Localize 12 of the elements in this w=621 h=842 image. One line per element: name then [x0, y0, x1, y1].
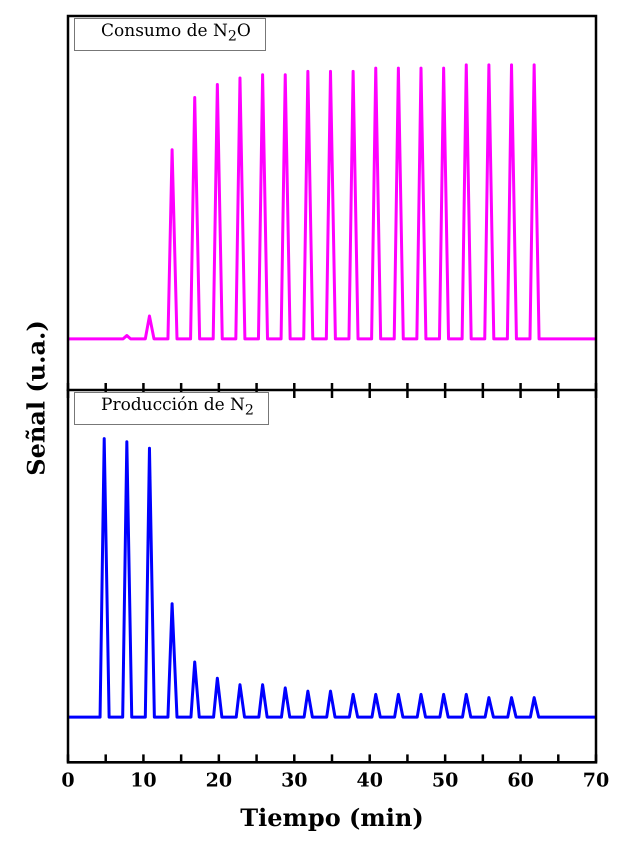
- x-tick-label: 0: [61, 770, 75, 792]
- x-tick-label: 20: [206, 770, 232, 792]
- x-tick-label: 70: [582, 770, 610, 792]
- x-axis-title: Tiempo (min): [240, 802, 424, 832]
- x-tick-label: 30: [281, 770, 308, 792]
- x-tick-label: 60: [507, 770, 534, 792]
- chart-title: Producción de N$_{2}$: [74, 392, 269, 426]
- x-tick-label: 50: [432, 770, 458, 792]
- x-tick-label: 10: [130, 770, 157, 792]
- chart-title: Consumo de N$_{2}$O: [74, 18, 266, 52]
- x-tick-label: 40: [356, 770, 383, 792]
- y-axis-title: Señal (u.a.): [22, 320, 50, 476]
